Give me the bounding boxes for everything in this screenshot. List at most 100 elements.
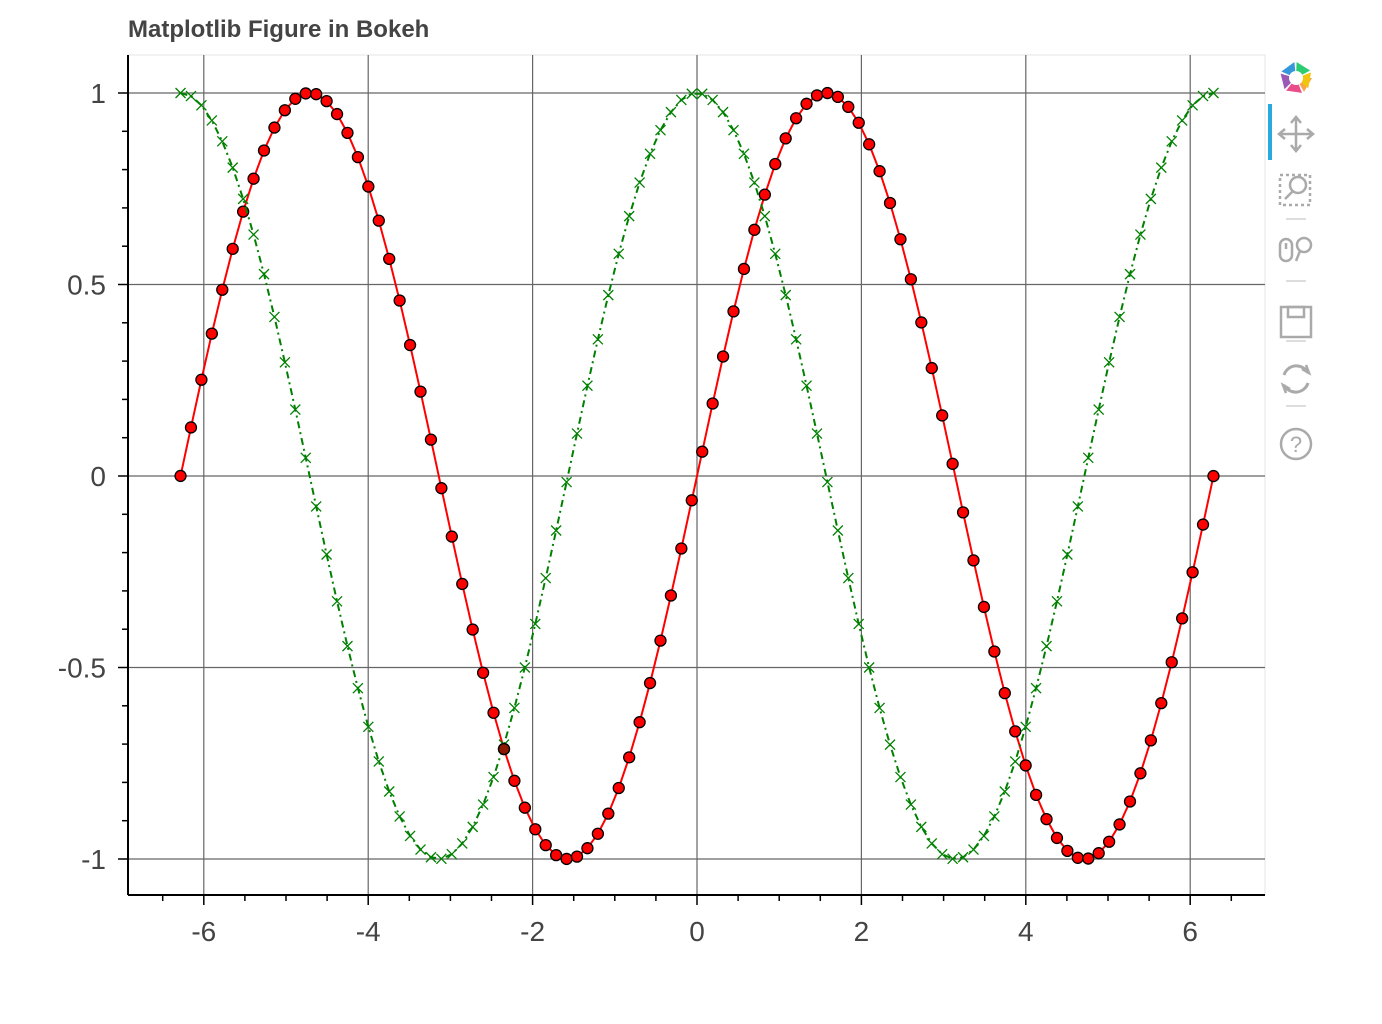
data-point-cos bbox=[1114, 311, 1126, 323]
data-point-cos bbox=[1030, 682, 1042, 694]
x-tick-label: -6 bbox=[191, 916, 216, 947]
chart-title: Matplotlib Figure in Bokeh bbox=[128, 16, 430, 43]
data-point-sin bbox=[330, 107, 344, 121]
data-point-sin bbox=[383, 252, 396, 266]
data-point-sin bbox=[1061, 844, 1074, 858]
data-point-sin bbox=[612, 781, 625, 795]
data-point-cos bbox=[185, 90, 197, 102]
data-point-cos bbox=[435, 853, 447, 865]
data-point-sin bbox=[278, 104, 292, 117]
data-point-cos bbox=[999, 786, 1011, 797]
toolbar-divider bbox=[1286, 340, 1306, 342]
data-point-sin bbox=[257, 144, 271, 157]
data-point-cos bbox=[769, 248, 781, 260]
data-point-sin bbox=[696, 445, 709, 458]
pan-tool[interactable] bbox=[1268, 110, 1324, 156]
data-point-sin bbox=[685, 494, 698, 507]
data-point-sin bbox=[414, 385, 427, 398]
data-point-cos bbox=[258, 268, 270, 280]
x-tick-label: 6 bbox=[1182, 916, 1198, 947]
data-point-cos bbox=[342, 640, 353, 652]
data-point-cos bbox=[1145, 193, 1157, 205]
data-point-cos bbox=[1134, 229, 1146, 241]
data-point-cos bbox=[988, 810, 1000, 822]
data-point-cos bbox=[1009, 756, 1021, 767]
data-point-sin bbox=[539, 839, 552, 852]
data-point-cos bbox=[696, 88, 708, 100]
wheel-zoom-tool[interactable] bbox=[1268, 225, 1324, 271]
data-point-cos bbox=[488, 771, 500, 783]
data-point-sin bbox=[456, 577, 469, 591]
data-point-cos bbox=[613, 248, 625, 260]
data-point-sin bbox=[1009, 725, 1022, 738]
data-point-cos bbox=[894, 771, 906, 783]
x-tick-label: 0 bbox=[689, 916, 705, 947]
box-zoom-tool[interactable] bbox=[1268, 165, 1324, 211]
data-point-cos bbox=[842, 572, 854, 584]
data-point-sin bbox=[883, 196, 897, 210]
data-point-cos bbox=[352, 682, 364, 694]
data-point-cos bbox=[477, 799, 489, 811]
grid-lines bbox=[128, 55, 1265, 895]
data-point-cos bbox=[331, 595, 343, 607]
data-point-sin bbox=[310, 88, 323, 101]
data-point-sin bbox=[476, 666, 490, 679]
data-point-sin bbox=[1123, 795, 1137, 808]
bokeh-logo-tool[interactable] bbox=[1268, 52, 1324, 98]
data-point-cos bbox=[268, 311, 280, 323]
data-point-cos bbox=[1072, 500, 1084, 512]
data-point-cos bbox=[456, 838, 468, 849]
y-tick-label: 0 bbox=[90, 461, 106, 492]
data-point-cos bbox=[623, 210, 635, 222]
data-point-sin bbox=[174, 469, 187, 483]
data-point-cos bbox=[216, 135, 228, 147]
data-point-sin bbox=[1019, 759, 1032, 772]
data-point-sin bbox=[487, 706, 500, 719]
svg-text:?: ? bbox=[1290, 432, 1302, 457]
axes: -6 -4 -2 0 2 4 6 1 0.5 0 -0.5 -1 bbox=[58, 55, 1265, 947]
data-point-cos bbox=[1103, 356, 1115, 368]
reset-tool[interactable] bbox=[1268, 355, 1324, 401]
help-tool[interactable]: ? bbox=[1268, 420, 1324, 466]
data-point-cos bbox=[905, 799, 917, 811]
data-point-cos bbox=[227, 162, 239, 174]
data-point-cos bbox=[707, 94, 719, 106]
data-point-sin bbox=[1134, 767, 1147, 780]
data-point-sin bbox=[821, 86, 834, 100]
data-point-sin bbox=[643, 676, 657, 690]
data-point-cos bbox=[675, 94, 687, 106]
data-point-sin bbox=[842, 100, 855, 113]
data-point-sin bbox=[1050, 831, 1064, 845]
data-point-sin bbox=[184, 421, 198, 434]
data-point-cos bbox=[529, 618, 541, 630]
data-point-cos bbox=[780, 289, 792, 301]
series-line-sin bbox=[179, 92, 1215, 860]
data-point-cos bbox=[655, 124, 666, 136]
data-point-sin bbox=[664, 589, 678, 602]
data-point-cos bbox=[467, 821, 479, 833]
data-point-sin bbox=[508, 774, 521, 787]
data-point-sin bbox=[466, 623, 479, 636]
data-point-sin bbox=[549, 848, 563, 862]
data-point-cos bbox=[362, 721, 374, 733]
data-point-cos bbox=[884, 739, 896, 751]
data-point-sin bbox=[737, 262, 751, 276]
series-markers-sin bbox=[174, 86, 1220, 866]
data-point-sin bbox=[727, 305, 740, 318]
data-point-sin bbox=[424, 433, 438, 446]
data-point-cos bbox=[195, 99, 207, 111]
data-point-sin bbox=[351, 151, 365, 164]
data-point-sin bbox=[748, 223, 761, 236]
data-point-sin bbox=[936, 409, 949, 422]
data-point-cos bbox=[300, 452, 312, 464]
data-point-cos bbox=[686, 88, 698, 100]
highlighted-data-point bbox=[497, 742, 511, 756]
data-point-cos bbox=[581, 380, 593, 392]
data-point-sin bbox=[831, 90, 845, 104]
data-point-cos bbox=[1197, 90, 1209, 102]
save-tool[interactable] bbox=[1268, 298, 1324, 344]
x-tick-label: -4 bbox=[356, 916, 381, 947]
data-point-cos bbox=[540, 572, 552, 584]
data-point-cos bbox=[237, 193, 249, 205]
